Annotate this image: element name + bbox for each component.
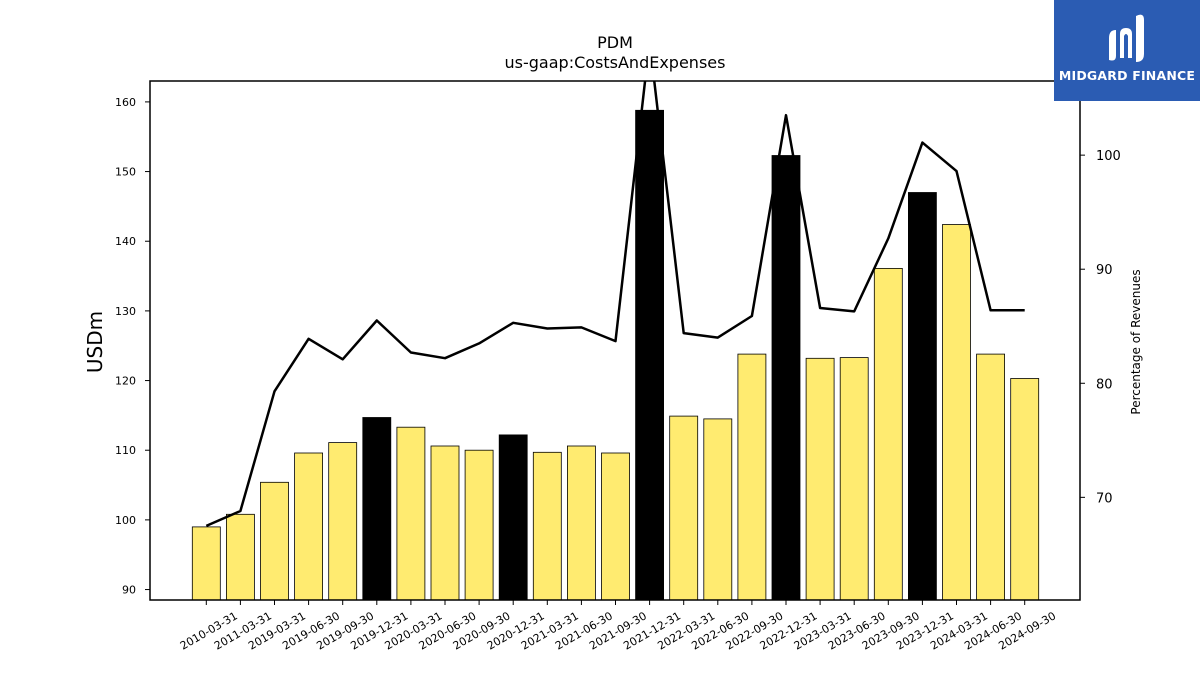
bar-2019-06-30: [294, 452, 324, 601]
bar-2021-03-31: [532, 451, 562, 601]
y-tick-label: 160: [115, 96, 136, 109]
line-layer: [205, 81, 1025, 528]
bar-2023-03-31: [805, 357, 835, 601]
chart-title: PDM: [597, 33, 633, 52]
bar-2020-06-30: [430, 445, 460, 601]
bar-2020-12-31: [498, 434, 528, 601]
bar-2023-09-30: [873, 267, 903, 601]
y2-axis-label: Percentage of Revenues: [1129, 269, 1143, 414]
bar-2024-09-30: [1010, 378, 1040, 601]
bar-2021-06-30: [567, 445, 596, 601]
bar-2022-03-31: [669, 415, 699, 601]
y-tick-label: 100: [115, 514, 136, 527]
chart-subtitle: us-gaap:CostsAndExpenses: [505, 53, 726, 72]
y-axis-label: USDm: [83, 311, 107, 373]
bar-2019-03-31: [260, 481, 289, 601]
bar-2024-06-30: [976, 353, 1005, 601]
bar-2024-03-31: [942, 224, 971, 601]
bar-2019-12-31: [362, 417, 392, 601]
bar-2010-03-31: [191, 526, 221, 601]
y-tick-label: 110: [115, 444, 136, 457]
y2-tick-label: 80: [1096, 377, 1113, 392]
y2-tick-label: 70: [1096, 491, 1113, 506]
y2-tick-label: 90: [1096, 263, 1113, 278]
bar-2020-09-30: [464, 449, 494, 601]
logo: MIDGARD FINANCE: [1054, 0, 1200, 101]
y2-tick-label: 100: [1096, 149, 1121, 164]
bar-2023-12-31: [908, 192, 937, 601]
bar-2021-12-31: [635, 109, 664, 601]
bar-2021-09-30: [601, 452, 630, 601]
y-tick-label: 120: [115, 375, 136, 388]
logo-mark-icon: [1109, 14, 1144, 63]
y-tick-label: 130: [115, 305, 136, 318]
logo-text: MIDGARD FINANCE: [1058, 68, 1196, 83]
bar-2022-12-31: [771, 155, 801, 601]
y-tick-label: 140: [115, 235, 136, 248]
bar-2022-09-30: [737, 353, 767, 601]
bar-2019-09-30: [328, 442, 358, 601]
percentage-line: [205, 81, 1025, 528]
y-tick-label: 150: [115, 166, 136, 179]
bar-layer: [191, 109, 1040, 601]
bar-2020-03-31: [396, 426, 426, 601]
x-axis: 2010-03-312011-03-312019-03-312019-06-30…: [178, 600, 1058, 653]
right-axis: 70 80 90 100: [1080, 149, 1121, 506]
left-axis: 90 100 110 120 130 140 150 160: [115, 96, 150, 597]
y-tick-label: 90: [122, 584, 136, 597]
bar-2022-06-30: [703, 418, 733, 601]
bar-2011-03-31: [225, 513, 255, 601]
bar-2023-06-30: [839, 357, 869, 601]
